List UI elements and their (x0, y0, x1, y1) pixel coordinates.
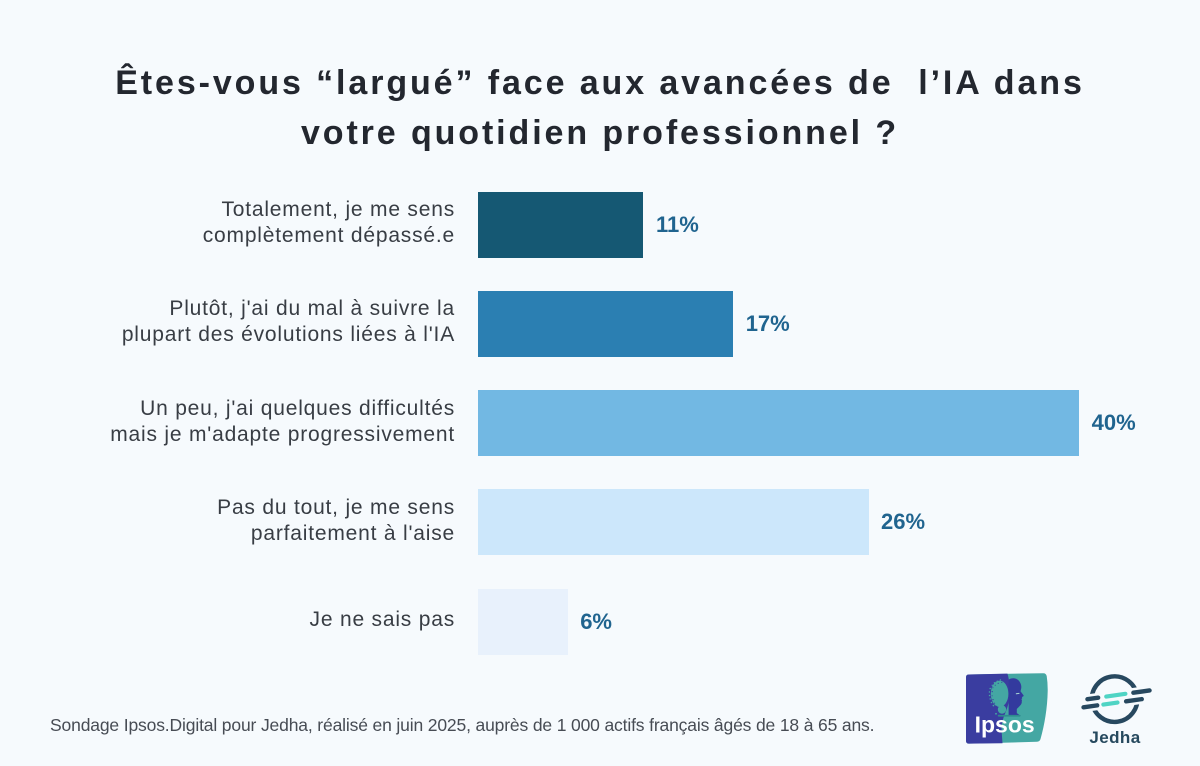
svg-text:Jedha: Jedha (1089, 728, 1140, 747)
svg-text:Ipsos: Ipsos (975, 711, 1035, 737)
